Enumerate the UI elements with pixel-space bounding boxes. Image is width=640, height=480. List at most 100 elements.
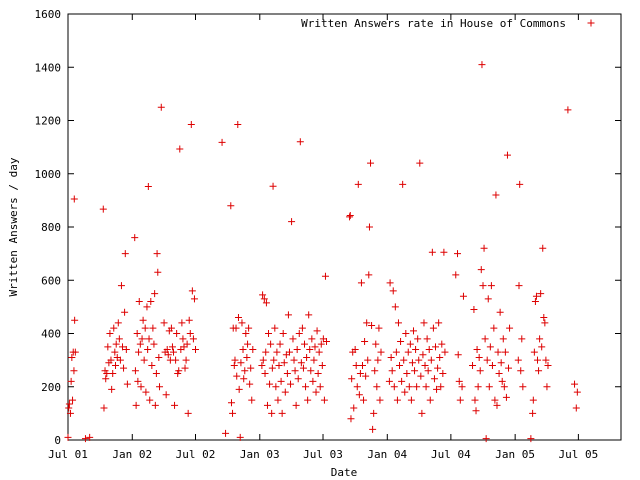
x-tick-label: Jul 05 [559,448,599,461]
data-point [184,409,192,417]
data-point [421,361,429,369]
data-point [241,367,249,375]
data-point [485,383,493,391]
data-point [109,369,117,377]
data-point [313,327,321,335]
data-point [540,314,548,322]
data-point [308,335,316,343]
data-point [133,330,141,337]
data-point [323,337,331,345]
x-tick-label: Jan 03 [240,448,280,461]
data-point [173,330,181,337]
data-point [320,396,328,404]
data-point [542,356,550,364]
y-tick-label: 0 [54,434,61,447]
data-point [459,292,467,300]
data-point [145,335,153,343]
data-point [135,348,143,356]
data-point [492,191,500,199]
data-point [369,425,377,433]
data-point [496,308,504,316]
data-point [245,324,253,332]
data-point [179,335,187,343]
data-point [150,340,158,348]
data-point [396,361,404,369]
data-point [483,356,491,364]
data-point [71,316,79,324]
data-point [440,248,448,256]
plot-frame [67,13,622,441]
x-tick-label: Jul 03 [303,448,343,461]
data-point [247,364,255,372]
data-point [233,372,241,380]
data-point [147,298,155,306]
data-point [185,316,193,324]
data-point [429,324,437,332]
data-point [530,348,538,356]
data-point [473,345,481,353]
data-point [476,367,484,375]
data-point [543,383,551,391]
data-point [156,383,164,391]
data-point [539,244,547,252]
data-point [351,345,359,353]
data-point [175,367,183,375]
data-point [86,433,94,441]
data-point [490,324,498,332]
data-point [454,351,462,359]
y-axis: 0 200 400 600 800 1000 1200 1400 1600 [35,8,621,447]
data-point [529,409,537,417]
data-point [499,335,507,343]
data-point [287,380,295,388]
data-point [151,290,159,298]
data-point [354,180,362,188]
data-point [70,367,78,375]
data-point [137,383,145,391]
data-point [142,388,150,396]
x-tick-label: Jan 04 [367,448,407,461]
data-point [537,290,545,298]
data-point [500,383,508,391]
data-point [135,298,143,306]
data-points [64,61,581,443]
data-point [296,138,304,146]
data-point [404,348,412,356]
data-point [235,385,243,393]
data-point [64,433,72,441]
data-point [400,356,408,364]
data-point [362,372,370,380]
data-point [385,377,393,385]
data-point [519,383,527,391]
data-point [65,404,73,412]
data-point [183,340,191,348]
data-point [390,383,398,391]
data-point [218,138,226,146]
data-point [112,340,120,348]
data-point [356,369,364,377]
data-point [265,330,273,337]
data-point [172,356,180,364]
data-point [131,234,139,242]
data-point [65,400,73,408]
data-point [230,361,238,369]
data-point [471,396,479,404]
data-point [284,311,292,319]
data-point [269,182,277,190]
data-point [434,364,442,372]
data-point [373,383,381,391]
data-point [495,369,503,377]
data-point [297,359,305,367]
data-point [168,343,176,351]
data-point [408,359,416,367]
data-point [303,353,311,361]
data-point [227,202,235,210]
data-point [321,272,329,280]
data-point [403,369,411,377]
y-tick-label: 1200 [35,115,62,128]
data-point [401,388,409,396]
data-point [346,213,354,221]
data-point [348,375,356,383]
data-point [409,327,417,335]
data-point [188,287,196,295]
data-point [102,375,110,383]
